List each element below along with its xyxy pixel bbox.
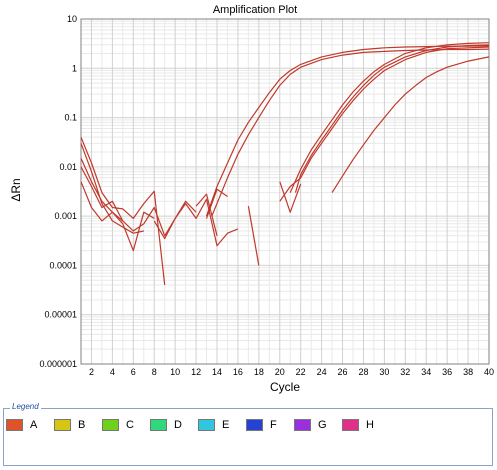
legend-label: H (366, 419, 374, 431)
legend-swatch (102, 419, 119, 431)
legend-swatch (294, 419, 311, 431)
legend-item-g: G (294, 419, 342, 431)
legend-swatch (198, 419, 215, 431)
legend-label: B (78, 419, 86, 431)
legend-swatch (150, 419, 167, 431)
y-tick-label: 0.01 (59, 162, 77, 172)
legend-label: A (30, 419, 38, 431)
amplification-curve-5 (300, 46, 490, 179)
y-tick-label: 0.001 (54, 211, 77, 221)
legend-swatch (6, 419, 23, 431)
amplification-curve-14 (205, 188, 228, 219)
x-tick-label: 34 (421, 367, 431, 377)
x-tick-label: 22 (296, 367, 306, 377)
grid (80, 18, 490, 365)
x-tick-label: 16 (233, 367, 243, 377)
x-tick-label: 24 (317, 367, 327, 377)
amplification-curve-3 (289, 42, 490, 193)
legend-item-a: A (6, 419, 54, 431)
x-tick-label: 20 (275, 367, 285, 377)
x-tick-label: 36 (442, 367, 452, 377)
legend: Legend A B C D E F G H (3, 402, 493, 466)
y-tick-label: 0.1 (64, 113, 77, 123)
x-tick-label: 38 (463, 367, 473, 377)
x-tick-label: 32 (400, 367, 410, 377)
amplification-curve-7 (80, 143, 144, 234)
legend-item-e: E (198, 419, 246, 431)
x-tick-label: 40 (484, 367, 494, 377)
x-tick-label: 30 (379, 367, 389, 377)
amplification-curve-12 (153, 198, 239, 247)
x-tick-label: 14 (212, 367, 222, 377)
chart-title: Amplification Plot (213, 4, 297, 16)
y-tick-label: 0.000001 (39, 359, 77, 369)
amplification-curve-17 (279, 177, 302, 202)
legend-label: F (270, 419, 277, 431)
legend-swatch (246, 419, 263, 431)
legend-item-d: D (150, 419, 198, 431)
x-tick-label: 4 (110, 367, 115, 377)
x-tick-label: 12 (191, 367, 201, 377)
amplification-curve-10 (80, 181, 155, 252)
y-axis-title: ΔRn (9, 178, 23, 201)
amplification-curve-15 (247, 205, 260, 266)
x-tick-label: 26 (338, 367, 348, 377)
amplification-curve-4 (294, 44, 490, 193)
y-tick-label: 0.00001 (44, 310, 77, 320)
amplification-curve-8 (80, 157, 124, 222)
y-tick-label: 0.0001 (49, 260, 77, 270)
x-axis-title: Cycle (270, 380, 300, 394)
legend-item-c: C (102, 419, 150, 431)
x-tick-label: 2 (89, 367, 94, 377)
legend-title: Legend (10, 402, 41, 411)
amplification-curve-16 (279, 181, 302, 213)
legend-item-b: B (54, 419, 102, 431)
x-tick-label: 18 (254, 367, 264, 377)
legend-item-f: F (246, 419, 294, 431)
y-tick-label: 1 (72, 63, 77, 73)
legend-label: D (174, 419, 182, 431)
y-tick-label: 10 (67, 14, 77, 24)
x-tick-label: 10 (170, 367, 180, 377)
legend-label: E (222, 419, 230, 431)
legend-items: A B C D E F G H (6, 419, 390, 431)
plot-frame (80, 18, 490, 365)
legend-swatch (342, 419, 359, 431)
legend-label: G (318, 419, 327, 431)
legend-swatch (54, 419, 71, 431)
tick-layer: 2 4 6 8 10 12 14 16 18 20 22 24 26 28 30 32 34 36 38 400.00… (39, 14, 494, 377)
x-tick-label: 6 (131, 367, 136, 377)
amplification-chart: Amplification Plot 2 4 6 8 10 12 14 16 18 20 22 24 2… (9, 4, 494, 394)
legend-item-h: H (342, 419, 390, 431)
amplification-curve-6 (331, 56, 490, 193)
x-tick-label: 8 (152, 367, 157, 377)
x-tick-label: 28 (358, 367, 368, 377)
amplification-curve-1 (205, 45, 490, 217)
amplification-curve-13 (195, 193, 218, 236)
series-layer (80, 42, 490, 286)
amplification-curve-11 (80, 136, 166, 286)
legend-label: C (126, 419, 134, 431)
